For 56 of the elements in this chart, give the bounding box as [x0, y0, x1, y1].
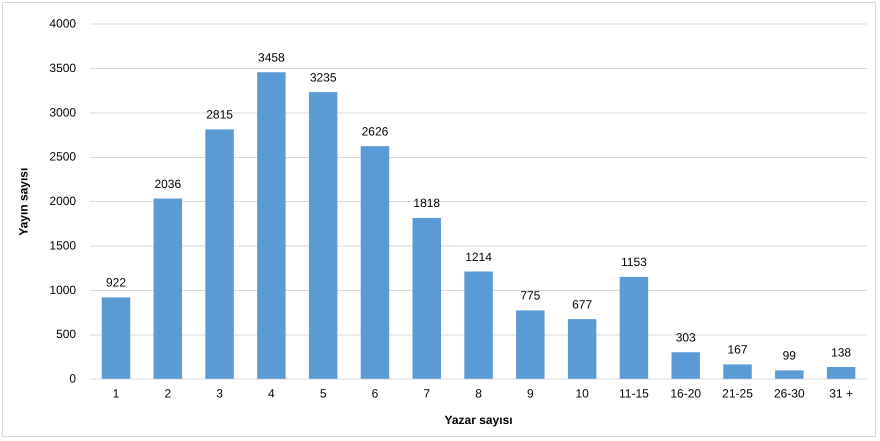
data-label: 3458: [258, 50, 286, 65]
data-label: 677: [572, 297, 592, 312]
x-tick-label: 11-15: [619, 386, 650, 401]
x-tick-label: 5: [320, 386, 327, 401]
x-tick-label: 16-20: [670, 386, 702, 401]
y-tick-label: 500: [56, 327, 76, 342]
bar: [412, 218, 441, 379]
x-tick-label: 6: [372, 386, 379, 401]
bar: [102, 297, 130, 379]
data-label: 1818: [413, 196, 440, 210]
data-label: 1214: [465, 250, 492, 264]
bar: [671, 352, 700, 379]
data-label: 138: [831, 345, 852, 360]
data-label: 2036: [154, 176, 182, 191]
x-tick-label: 7: [423, 386, 430, 401]
x-tick-label: 21-25: [722, 386, 754, 401]
bar: [568, 319, 596, 379]
bar: [775, 370, 804, 379]
x-tick-label: 4: [268, 386, 276, 401]
x-tick-label: 9: [527, 386, 534, 401]
bar: [154, 198, 182, 379]
data-label: 3235: [310, 70, 337, 84]
data-label: 775: [520, 288, 541, 303]
data-label: 99: [782, 348, 796, 363]
bar: [516, 310, 545, 379]
y-tick-label: 3000: [49, 105, 76, 120]
bar: [308, 92, 338, 379]
x-tick-label: 10: [575, 386, 590, 401]
data-label: 922: [106, 276, 126, 290]
bar: [257, 72, 286, 379]
x-tick-label: 8: [475, 386, 482, 401]
y-tick-label: 2500: [49, 150, 76, 164]
bar: [360, 146, 390, 379]
bar: [723, 364, 752, 379]
x-tick-label: 1: [112, 386, 120, 401]
x-tick-label: 3: [216, 386, 224, 401]
x-axis-title: Yazar sayısı: [444, 413, 513, 428]
y-tick-label: 1000: [49, 282, 76, 297]
x-tick-label: 26-30: [774, 386, 805, 401]
y-tick-label: 4000: [49, 16, 76, 31]
x-tick-label: 2: [164, 386, 172, 401]
data-label: 2626: [362, 124, 389, 138]
data-label: 167: [728, 342, 748, 357]
bar: [620, 276, 648, 379]
data-label: 303: [676, 330, 696, 345]
x-tick-label: 31 +: [829, 386, 853, 401]
bar: [205, 129, 234, 379]
y-tick-label: 0: [69, 372, 76, 386]
y-tick-label: 3500: [49, 60, 76, 75]
y-tick-label: 2000: [49, 194, 76, 208]
bar: [826, 366, 856, 379]
data-label: 2815: [206, 108, 234, 122]
y-tick-label: 1500: [49, 238, 76, 252]
data-label: 1153: [621, 255, 648, 270]
y-axis-title: Yayın sayısı: [16, 168, 31, 236]
bar: [464, 271, 493, 379]
